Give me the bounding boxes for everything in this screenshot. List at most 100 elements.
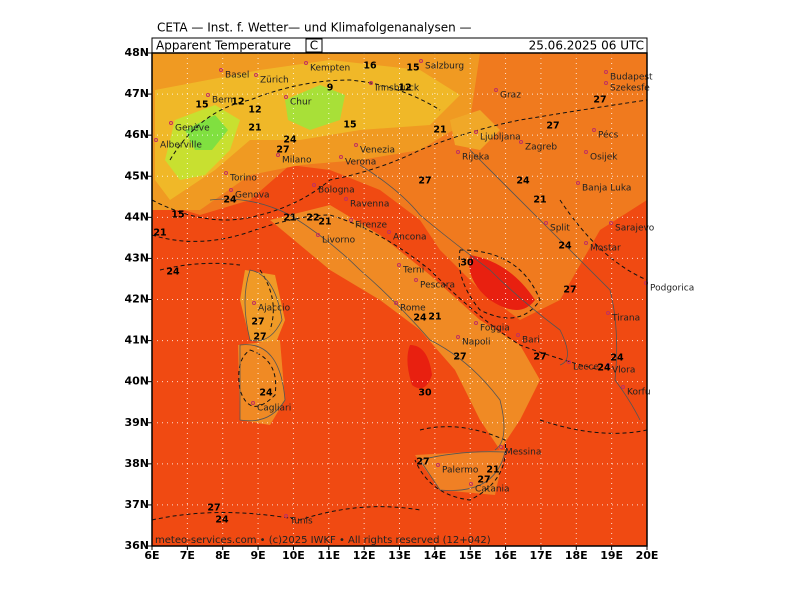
x-tick-label: 20E (636, 549, 659, 562)
city-label: Split (550, 224, 570, 234)
city-dot (304, 61, 308, 65)
unit: C (310, 39, 318, 53)
contour-label: 15 (171, 210, 184, 221)
contour-label: 24 (166, 267, 180, 278)
unit-box (305, 38, 323, 53)
city-dot (621, 385, 625, 389)
y-tick-label: 47N (124, 87, 149, 100)
city-label: Budapest (610, 73, 653, 83)
contour-label: 12 (248, 105, 261, 116)
city-label: Cagliari (257, 404, 291, 414)
alps-cold (185, 115, 228, 150)
city-dot (276, 153, 280, 157)
y-tick-label: 38N (124, 457, 149, 470)
x-tick-label: 18E (565, 549, 588, 562)
city-label: Pescara (420, 281, 455, 291)
city-dot (252, 301, 256, 305)
x-tick-label: 8E (215, 549, 230, 562)
x-tick-label: 7E (180, 549, 195, 562)
city-dot (354, 143, 358, 147)
city-dot (584, 241, 588, 245)
contour-label: 12 (231, 97, 244, 108)
city-label: Mostar (590, 244, 621, 254)
contour-label: 27 (593, 95, 606, 106)
city-dot (344, 197, 348, 201)
contour-label: 16 (363, 61, 377, 72)
city-label: Verona (345, 158, 376, 168)
city-label: Catania (475, 485, 510, 495)
city-dot (469, 482, 473, 486)
city-label: Firenze (355, 221, 387, 231)
city-label: Rome (400, 304, 426, 314)
city-label: Tirana (611, 314, 640, 324)
city-dot (254, 73, 258, 77)
x-tick-label: 9E (250, 549, 265, 562)
y-tick-label: 41N (124, 334, 149, 347)
city-label: Salzburg (425, 62, 464, 72)
city-dot (604, 70, 608, 74)
contour-label: 24 (223, 195, 237, 206)
x-tick-label: 17E (530, 549, 553, 562)
city-label: Terni (402, 266, 424, 276)
contour-label: 21 (533, 195, 546, 206)
contour-label: 24 (215, 515, 229, 526)
contour-label: 30 (460, 258, 474, 269)
city-dot (592, 128, 596, 132)
city-dot (516, 333, 520, 337)
contour-label: 21 (318, 217, 331, 228)
city-label: Szekesfe (610, 84, 650, 94)
city-dot (312, 183, 316, 187)
city-label: Palermo (442, 466, 479, 476)
x-tick-label: 15E (459, 549, 482, 562)
city-label: Banja Luka (582, 184, 631, 194)
contour-label: 24 (413, 313, 427, 324)
city-label: Alberville (160, 141, 202, 151)
contour-label: 27 (251, 317, 264, 328)
isolines (152, 79, 647, 521)
city-dot (436, 463, 440, 467)
contour-label: 21 (428, 312, 441, 323)
x-tick-label: 10E (282, 549, 305, 562)
contour-label: 24 (283, 135, 297, 146)
city-dot (456, 150, 460, 154)
footer: meteo-services.com • (c)2025 IWKF • All … (155, 535, 491, 546)
contour-label: 27 (546, 121, 559, 132)
y-tick-label: 39N (124, 416, 149, 429)
city-dot (251, 401, 255, 405)
city-dot (567, 360, 571, 364)
y-tick-label: 45N (124, 169, 149, 182)
slovenia-field (450, 110, 500, 150)
city-label: Podgorica (650, 284, 694, 294)
contour-label: 21 (153, 228, 166, 239)
contour-label: 30 (418, 388, 432, 399)
city-dot (394, 301, 398, 305)
city-label: Chur (290, 98, 312, 108)
city-label: Pécs (598, 130, 619, 141)
city-label: Genova (235, 191, 270, 201)
city-dot (474, 130, 478, 134)
map-frame (151, 52, 648, 547)
contour-label: 27 (563, 285, 576, 296)
contour-label: 27 (207, 503, 220, 514)
city-label: Bern (212, 96, 233, 106)
contour-label: 21 (248, 123, 261, 134)
city-label: Osijek (590, 153, 618, 163)
city-label: Ravenna (350, 200, 389, 210)
city-label: Zürich (260, 76, 289, 86)
variable-name: Apparent Temperature (156, 39, 291, 53)
sardinia-field (238, 340, 285, 425)
contour-label: 27 (416, 457, 429, 468)
city-dot (169, 121, 173, 125)
city-label: Milano (282, 156, 312, 166)
city-dot (576, 181, 580, 185)
city-label: Torino (229, 174, 257, 184)
y-tick-label: 44N (124, 210, 149, 223)
city-label: Innsbruck (375, 84, 420, 94)
city-dot (387, 230, 391, 234)
contour-label: 15 (406, 63, 419, 74)
contour-label: 21 (433, 125, 446, 136)
contour-label: 24 (597, 363, 611, 374)
datetime: 25.06.2025 06 UTC (529, 39, 644, 53)
